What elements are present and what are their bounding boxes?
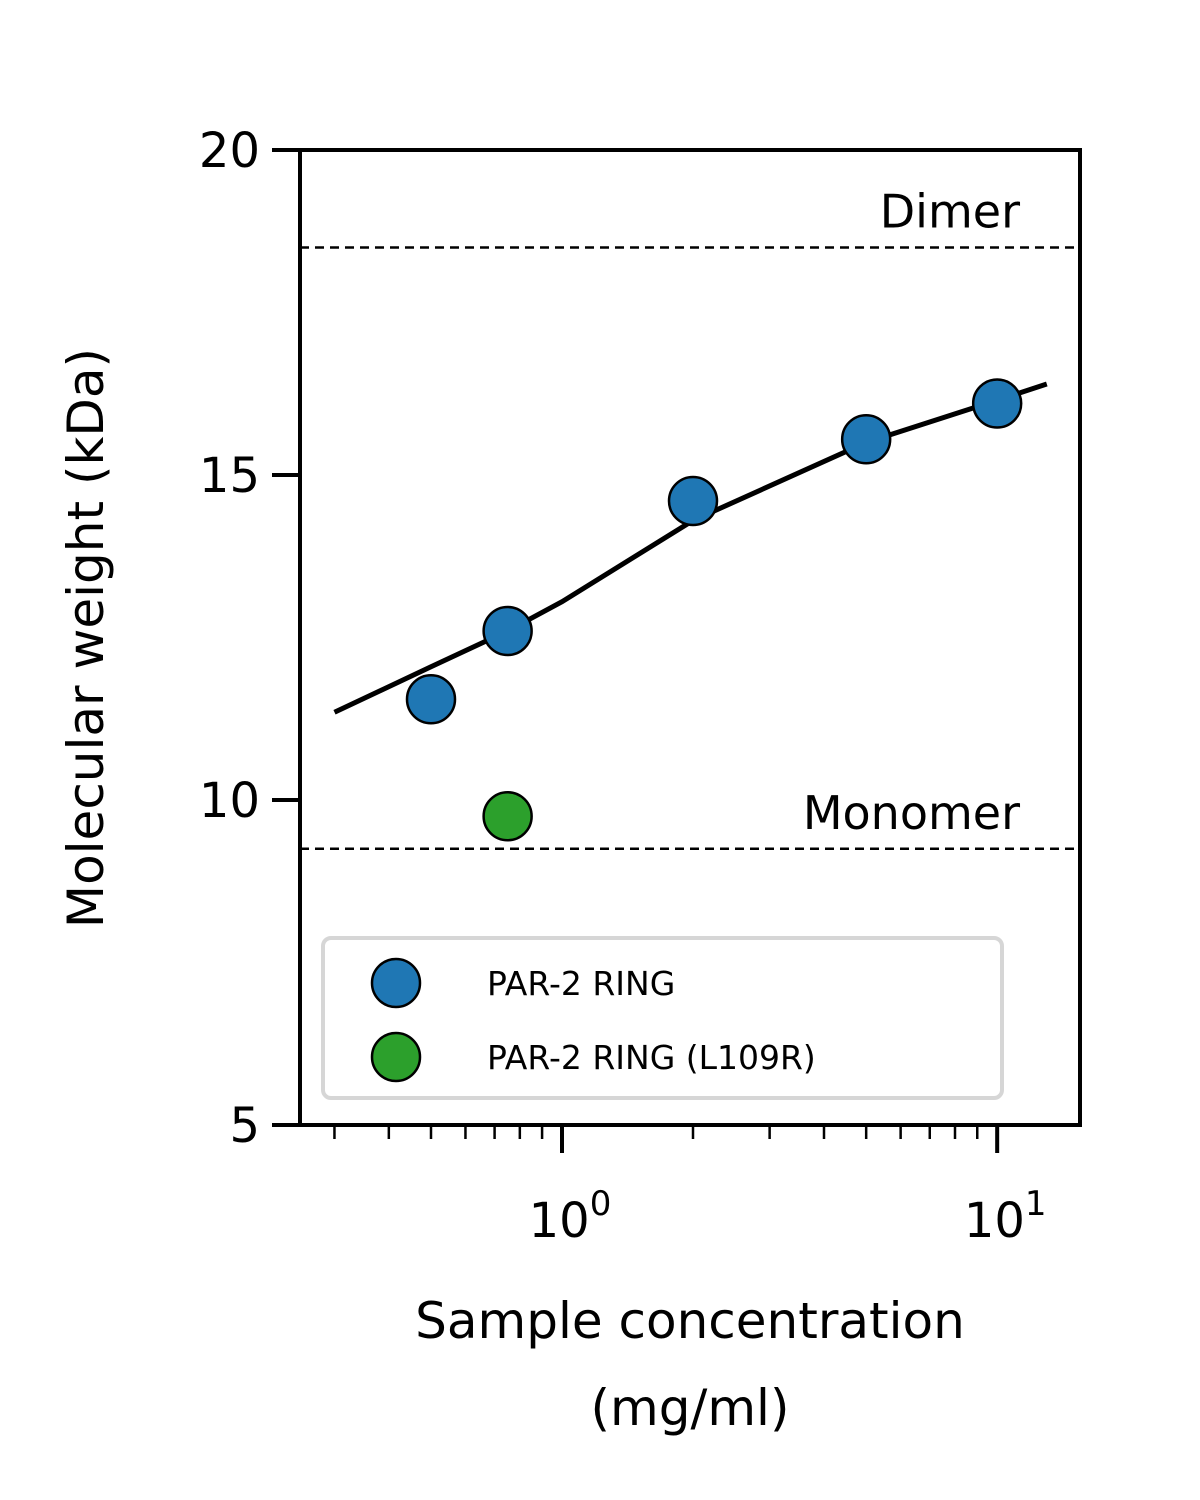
x-tick-base-0: 10 [529, 1193, 590, 1249]
point-series0-1 [482, 605, 533, 657]
y-tick-label-15: 15 [199, 448, 260, 504]
point-series0-0 [405, 674, 457, 725]
point-series0-4 [971, 378, 1023, 429]
y-tick-label-20: 20 [199, 123, 260, 179]
legend-label-par2-ring-l109r: PAR-2 RING (L109R) [487, 1038, 816, 1077]
point-series0-3 [840, 414, 892, 465]
x-axis-label-line2: (mg/ml) [591, 1379, 790, 1437]
point-series0-2 [667, 475, 719, 527]
point-series1-0 [482, 791, 533, 842]
x-tick-label-0: 100 [529, 1184, 612, 1249]
y-axis-ticks: 5 10 15 20 [199, 123, 300, 1154]
legend-label-par2-ring: PAR-2 RING [487, 964, 675, 1003]
legend: PAR-2 RING PAR-2 RING (L109R) [321, 936, 1004, 1100]
fit-line [333, 381, 1048, 715]
ref-label-monomer: Monomer [803, 786, 1020, 840]
x-axis-label-line1: Sample concentration [415, 1292, 965, 1350]
y-tick-label-10: 10 [199, 773, 260, 829]
legend-marker-par2-ring-l109r [370, 1031, 422, 1083]
legend-box [321, 936, 1004, 1100]
legend-marker-par2-ring [370, 957, 422, 1009]
ref-label-dimer: Dimer [880, 185, 1020, 239]
x-tick-exponent-1: 1 [1025, 1184, 1047, 1224]
x-tick-label-1: 101 [964, 1184, 1047, 1249]
reference-lines: Dimer Monomer [300, 185, 1080, 850]
data-points [405, 378, 1023, 842]
x-tick-base-1: 10 [964, 1193, 1025, 1249]
y-tick-label-5: 5 [229, 1098, 260, 1154]
y-axis-label: Molecular weight (kDa) [57, 348, 115, 928]
plot-frame [298, 148, 1082, 1127]
x-axis-ticks: 100 101 [333, 1125, 1047, 1249]
x-tick-exponent-0: 0 [590, 1184, 612, 1224]
